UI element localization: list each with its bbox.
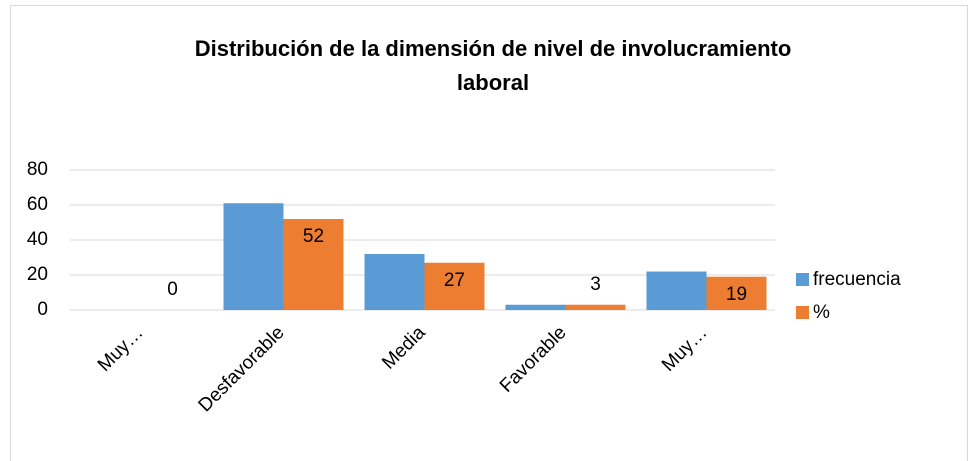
chart-title: laboral: [457, 70, 529, 95]
y-tick-label: 40: [27, 229, 48, 250]
bar: [283, 219, 344, 310]
legend-label: %: [813, 302, 830, 323]
bar: [223, 203, 284, 310]
legend-swatch: [796, 306, 809, 319]
chart-frame: [10, 5, 968, 461]
bar: [505, 304, 566, 310]
data-label: 0: [167, 279, 178, 300]
bar: [364, 254, 425, 310]
legend-swatch: [796, 273, 809, 286]
bar: [706, 276, 767, 310]
bar: [646, 271, 707, 310]
y-tick-label: 0: [37, 299, 48, 320]
y-tick-label: 80: [27, 159, 48, 180]
data-label: 27: [444, 270, 465, 291]
data-label: 3: [590, 274, 601, 295]
data-label: 52: [303, 226, 324, 247]
chart-title: Distribución de la dimensión de nivel de…: [195, 36, 792, 61]
data-label: 19: [726, 284, 747, 305]
legend-label: frecuencia: [813, 269, 901, 290]
y-tick-label: 60: [27, 194, 48, 215]
y-tick-label: 20: [27, 264, 48, 285]
bar: [424, 262, 485, 310]
bar: [565, 304, 626, 310]
